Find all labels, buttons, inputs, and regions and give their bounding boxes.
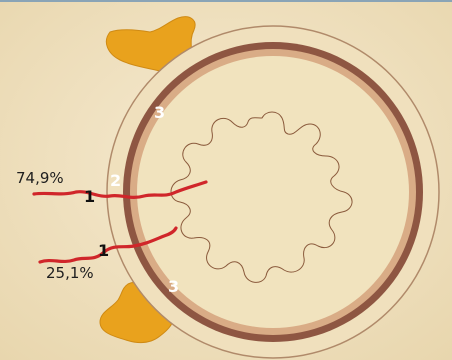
fat-tissue-top [105, 16, 196, 73]
marker-2: 2 [110, 171, 121, 190]
marker-1-upper: 1 [84, 187, 95, 206]
lower-percent-label: 25,1% [46, 264, 94, 282]
upper-path-line [32, 180, 208, 200]
marker-3-bottom: 3 [168, 277, 179, 296]
marker-1-lower: 1 [98, 241, 109, 260]
marker-3-top: 3 [154, 103, 165, 122]
lower-path-line [38, 226, 178, 264]
upper-percent-label: 74,9% [16, 169, 64, 187]
lumen-outline [170, 111, 353, 283]
